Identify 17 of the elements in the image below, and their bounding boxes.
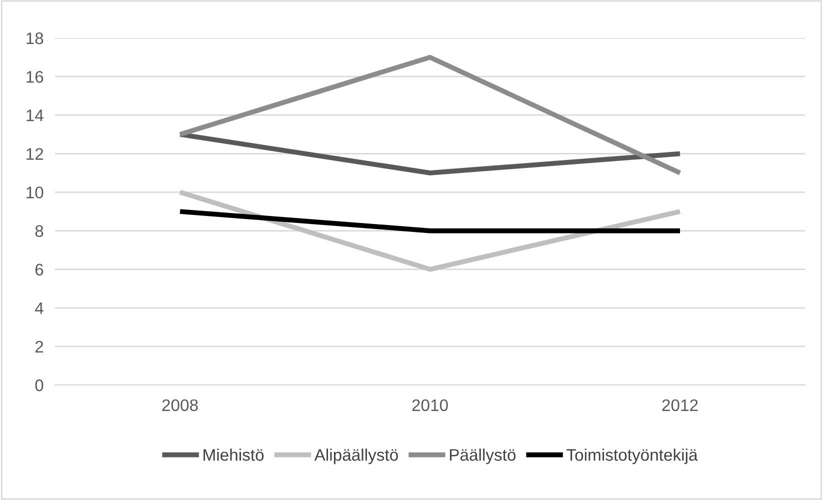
- y-tick-label: 18: [26, 32, 44, 44]
- x-tick-label: 2008: [162, 399, 198, 412]
- x-tick-label: 2012: [662, 399, 698, 412]
- legend-label: Miehistö: [204, 448, 264, 461]
- y-tick-label: 4: [35, 302, 44, 314]
- legend-label: Toimistotyöntekijä: [566, 448, 698, 464]
- x-tick-label: 2010: [412, 399, 448, 412]
- y-tick-label: 14: [26, 110, 44, 122]
- y-tick-label: 6: [35, 264, 44, 276]
- y-tick-label: 8: [35, 225, 44, 237]
- y-tick-label: 16: [26, 70, 44, 83]
- y-tick-label: 2: [35, 340, 44, 352]
- y-tick-label: 12: [26, 148, 44, 160]
- y-tick-label: 0: [35, 379, 44, 392]
- legend-label: Alipäällystö: [314, 448, 398, 464]
- y-tick-label: 10: [26, 186, 44, 198]
- legend-label: Päällystö: [450, 448, 516, 464]
